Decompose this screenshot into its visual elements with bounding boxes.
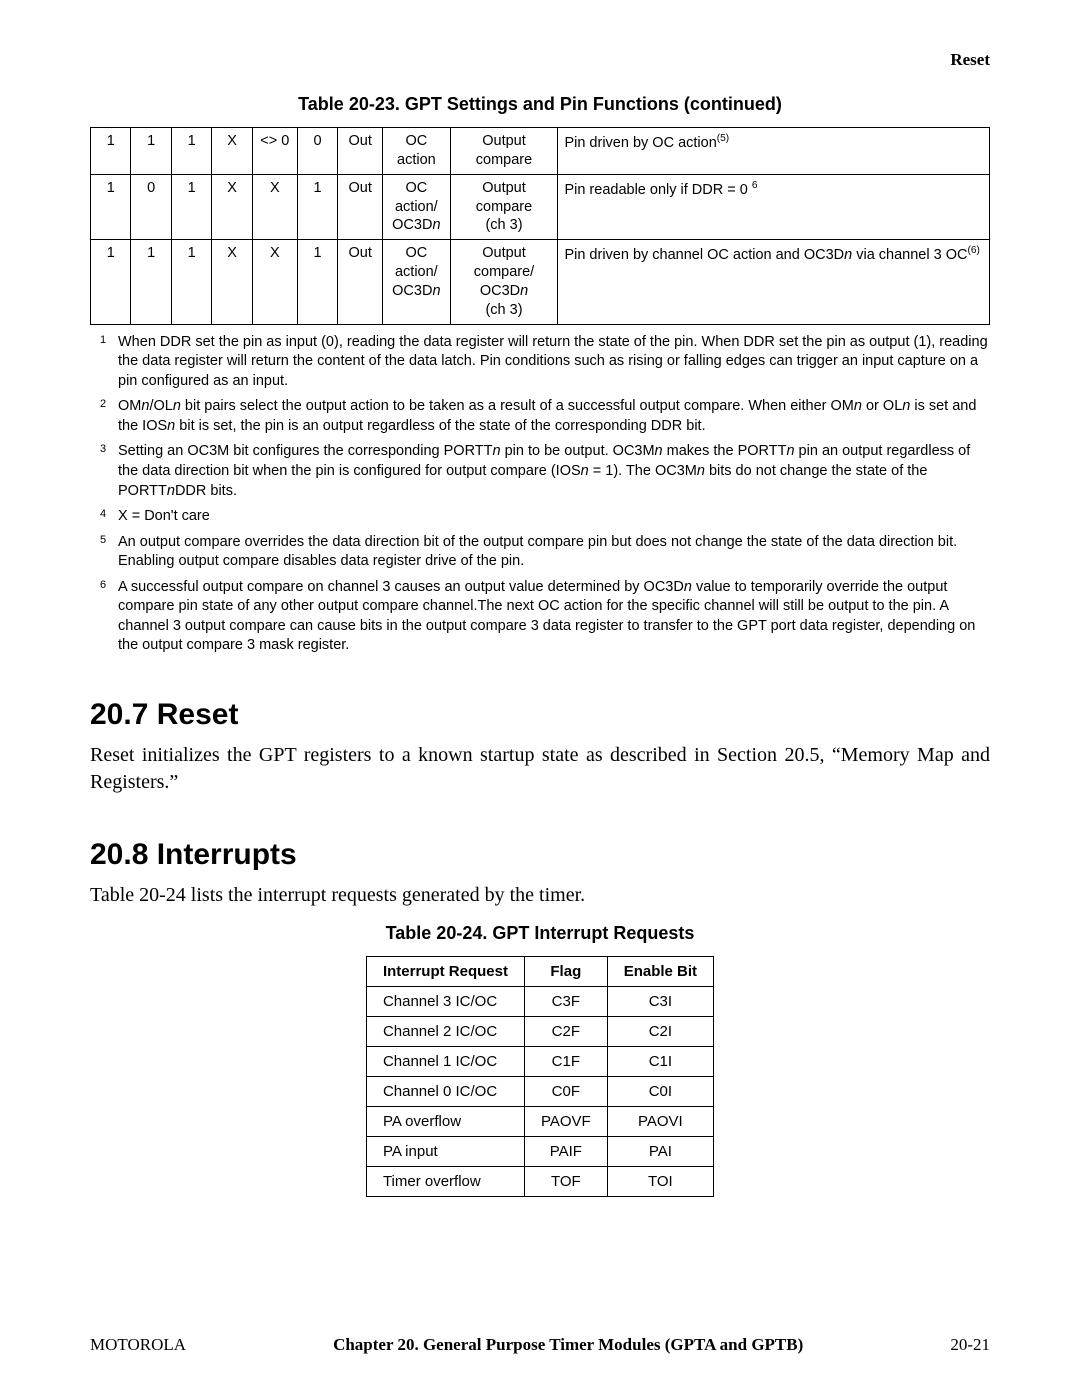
table-cell: Pin driven by OC action(5) <box>558 128 990 175</box>
table-cell: X <box>252 240 297 324</box>
footnote-number: 3 <box>100 442 118 501</box>
table-cell: Output compare(ch 3) <box>450 174 558 240</box>
section-20-7-body: Reset initializes the GPT registers to a… <box>90 742 990 796</box>
page-footer: MOTOROLA Chapter 20. General Purpose Tim… <box>90 1335 990 1355</box>
table-cell: 1 <box>131 128 171 175</box>
table-cell: PAIF <box>524 1137 607 1167</box>
footnote: 4X = Don't care <box>90 507 990 527</box>
table-cell: Out <box>338 174 383 240</box>
table-cell: Out <box>338 240 383 324</box>
footnote-text: An output compare overrides the data dir… <box>118 533 990 572</box>
table-row: Timer overflowTOFTOI <box>366 1167 713 1197</box>
table-cell: X <box>212 174 252 240</box>
table-cell: Output compare/OC3Dn(ch 3) <box>450 240 558 324</box>
table-cell: Pin readable only if DDR = 0 6 <box>558 174 990 240</box>
table-cell: 1 <box>171 174 211 240</box>
table-cell: 1 <box>297 174 337 240</box>
table-cell: 0 <box>297 128 337 175</box>
table-row: 111XX1OutOC action/OC3DnOutput compare/O… <box>91 240 990 324</box>
table-cell: 1 <box>91 128 131 175</box>
table-cell: TOI <box>607 1167 713 1197</box>
table-cell: Channel 0 IC/OC <box>366 1077 524 1107</box>
table-row: Channel 3 IC/OCC3FC3I <box>366 987 713 1017</box>
footnote-number: 1 <box>100 333 118 392</box>
footer-left: MOTOROLA <box>90 1335 186 1355</box>
table-23-caption: Table 20-23. GPT Settings and Pin Functi… <box>90 94 990 115</box>
table-cell: C1I <box>607 1047 713 1077</box>
section-20-8-heading: 20.8 Interrupts <box>90 838 990 872</box>
footnote: 6A successful output compare on channel … <box>90 578 990 656</box>
table-cell: C1F <box>524 1047 607 1077</box>
table-cell: Pin driven by channel OC action and OC3D… <box>558 240 990 324</box>
irq-table: Interrupt RequestFlagEnable Bit Channel … <box>366 956 714 1197</box>
footnote-text: When DDR set the pin as input (0), readi… <box>118 333 990 392</box>
footnote: 3Setting an OC3M bit configures the corr… <box>90 442 990 501</box>
table-row: 101XX1OutOC action/OC3DnOutput compare(c… <box>91 174 990 240</box>
footnote-number: 5 <box>100 533 118 572</box>
footnote-text: A successful output compare on channel 3… <box>118 578 990 656</box>
footnote: 1When DDR set the pin as input (0), read… <box>90 333 990 392</box>
table-header-cell: Interrupt Request <box>366 957 524 987</box>
table-cell: 1 <box>171 128 211 175</box>
footnote-number: 4 <box>100 507 118 527</box>
section-20-7-heading: 20.7 Reset <box>90 698 990 732</box>
table-cell: C3F <box>524 987 607 1017</box>
table-cell: 1 <box>171 240 211 324</box>
table-cell: Timer overflow <box>366 1167 524 1197</box>
table-cell: Output compare <box>450 128 558 175</box>
footnote-text: X = Don't care <box>118 507 990 527</box>
table-cell: PAOVF <box>524 1107 607 1137</box>
table-cell: OC action/OC3Dn <box>383 240 450 324</box>
table-cell: C0F <box>524 1077 607 1107</box>
footnote-text: Setting an OC3M bit configures the corre… <box>118 442 990 501</box>
page-header-right: Reset <box>90 50 990 70</box>
table-row: Channel 2 IC/OCC2FC2I <box>366 1017 713 1047</box>
table-cell: PAI <box>607 1137 713 1167</box>
table-cell: TOF <box>524 1167 607 1197</box>
table-cell: C2I <box>607 1017 713 1047</box>
table-cell: X <box>252 174 297 240</box>
table-24-caption: Table 20-24. GPT Interrupt Requests <box>90 923 990 944</box>
table-cell: 1 <box>91 240 131 324</box>
table-row: PA overflowPAOVFPAOVI <box>366 1107 713 1137</box>
table-cell: PA input <box>366 1137 524 1167</box>
table-row: Channel 0 IC/OCC0FC0I <box>366 1077 713 1107</box>
footnote-number: 6 <box>100 578 118 656</box>
table-header-cell: Flag <box>524 957 607 987</box>
table-cell: Channel 2 IC/OC <box>366 1017 524 1047</box>
table-cell: X <box>212 240 252 324</box>
table-row: Channel 1 IC/OCC1FC1I <box>366 1047 713 1077</box>
settings-table: 111X<> 00OutOC actionOutput comparePin d… <box>90 127 990 325</box>
footnote-text: OMn/OLn bit pairs select the output acti… <box>118 397 990 436</box>
table-cell: 0 <box>131 174 171 240</box>
table-cell: <> 0 <box>252 128 297 175</box>
page: Reset Table 20-23. GPT Settings and Pin … <box>0 0 1080 1237</box>
footnote: 5An output compare overrides the data di… <box>90 533 990 572</box>
table-row: 111X<> 00OutOC actionOutput comparePin d… <box>91 128 990 175</box>
footnote-number: 2 <box>100 397 118 436</box>
table-cell: OC action <box>383 128 450 175</box>
table-cell: Channel 1 IC/OC <box>366 1047 524 1077</box>
table-cell: X <box>212 128 252 175</box>
table-cell: C3I <box>607 987 713 1017</box>
table-cell: C0I <box>607 1077 713 1107</box>
table-cell: PAOVI <box>607 1107 713 1137</box>
table-cell: Out <box>338 128 383 175</box>
table-row: PA inputPAIFPAI <box>366 1137 713 1167</box>
footer-center: Chapter 20. General Purpose Timer Module… <box>333 1335 803 1355</box>
table-cell: 1 <box>131 240 171 324</box>
footer-right: 20-21 <box>950 1335 990 1355</box>
table-cell: PA overflow <box>366 1107 524 1137</box>
table-header-cell: Enable Bit <box>607 957 713 987</box>
table-cell: Channel 3 IC/OC <box>366 987 524 1017</box>
table-cell: 1 <box>91 174 131 240</box>
section-20-8-body: Table 20-24 lists the interrupt requests… <box>90 882 990 909</box>
table-cell: 1 <box>297 240 337 324</box>
footnote: 2OMn/OLn bit pairs select the output act… <box>90 397 990 436</box>
table-cell: OC action/OC3Dn <box>383 174 450 240</box>
table-cell: C2F <box>524 1017 607 1047</box>
footnotes: 1When DDR set the pin as input (0), read… <box>90 333 990 656</box>
